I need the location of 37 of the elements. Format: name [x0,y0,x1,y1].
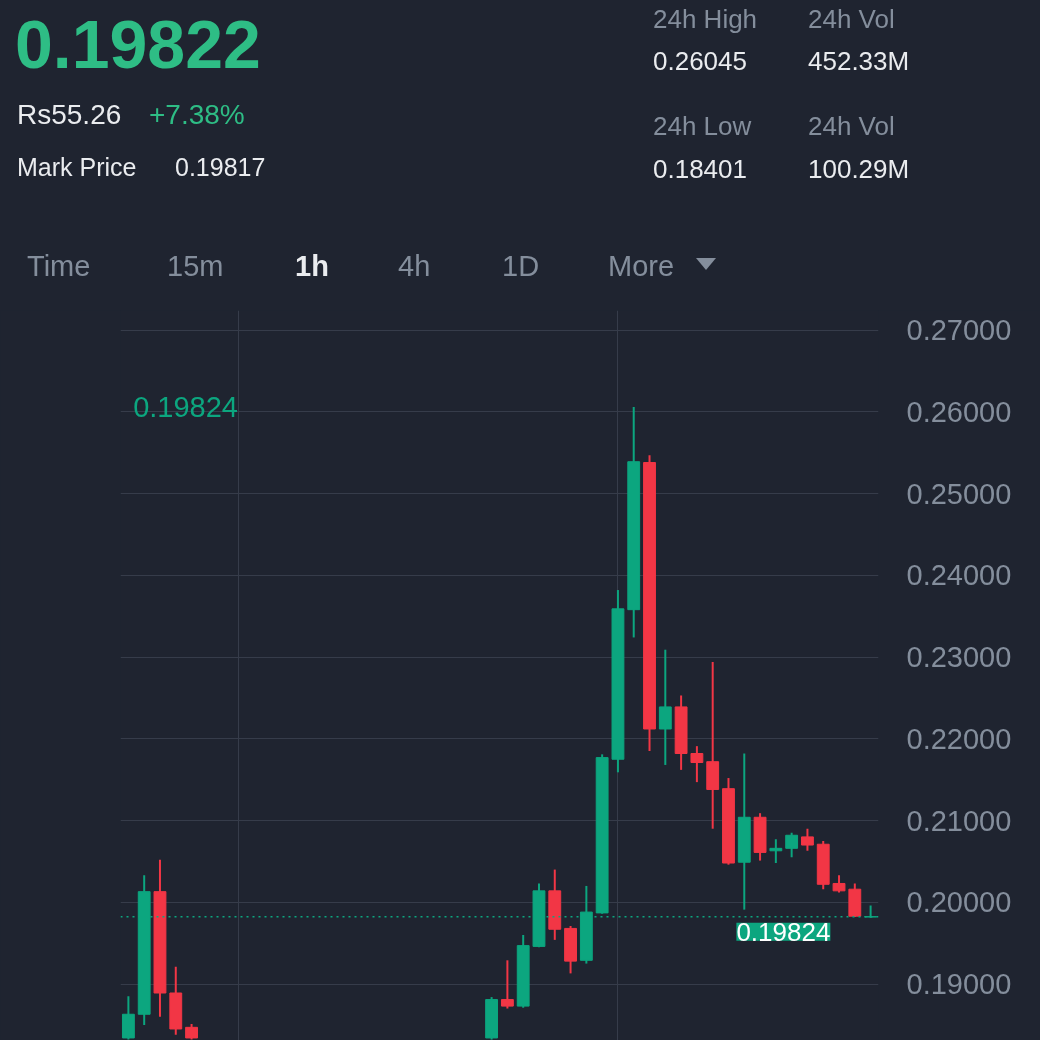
text: 4h [398,250,431,284]
text: Time [27,250,91,284]
text: 24h High [653,4,758,35]
y-tick-label: 0.24000 [906,559,1012,592]
text: 24h Vol [808,111,895,142]
candlestick [658,648,672,766]
y-tick-label: 0.25000 [906,477,1012,510]
text: 1h [295,250,329,284]
candlestick [690,745,704,784]
text: 0.26045 [653,46,747,77]
candlestick [801,827,814,852]
y-tick-label: 0.21000 [906,804,1012,837]
y-tick-label: 0.19000 [906,968,1012,1001]
y-tick-label: 0.20000 [906,886,1012,919]
candlestick [500,959,514,1010]
text: 24h Vol [808,4,895,35]
text: +7.38% [149,99,245,132]
text: More [608,250,675,284]
text: 0.19817 [175,153,266,182]
y-tick-label: 0.26000 [906,395,1012,428]
y-tick-label: 0.22000 [906,722,1012,755]
text: 0.18401 [653,154,747,185]
text: 1D [502,250,540,284]
ref-line-label: 0.19824 [736,916,831,947]
text: Rs55.26 [17,99,122,132]
text: 100.29M [808,154,910,185]
y-tick-label: 0.23000 [906,641,1012,674]
candlestick [121,995,135,1040]
annotation: 0.19824 [133,390,238,423]
text: 0.19822 [15,5,261,84]
text: 15m [167,250,224,284]
candlestick [785,831,799,859]
candlestick [769,838,783,865]
text: Mark Price [17,153,137,182]
text: 24h Low [653,111,752,142]
y-tick-label: 0.27000 [906,314,1012,347]
text: 452.33M [808,46,910,77]
